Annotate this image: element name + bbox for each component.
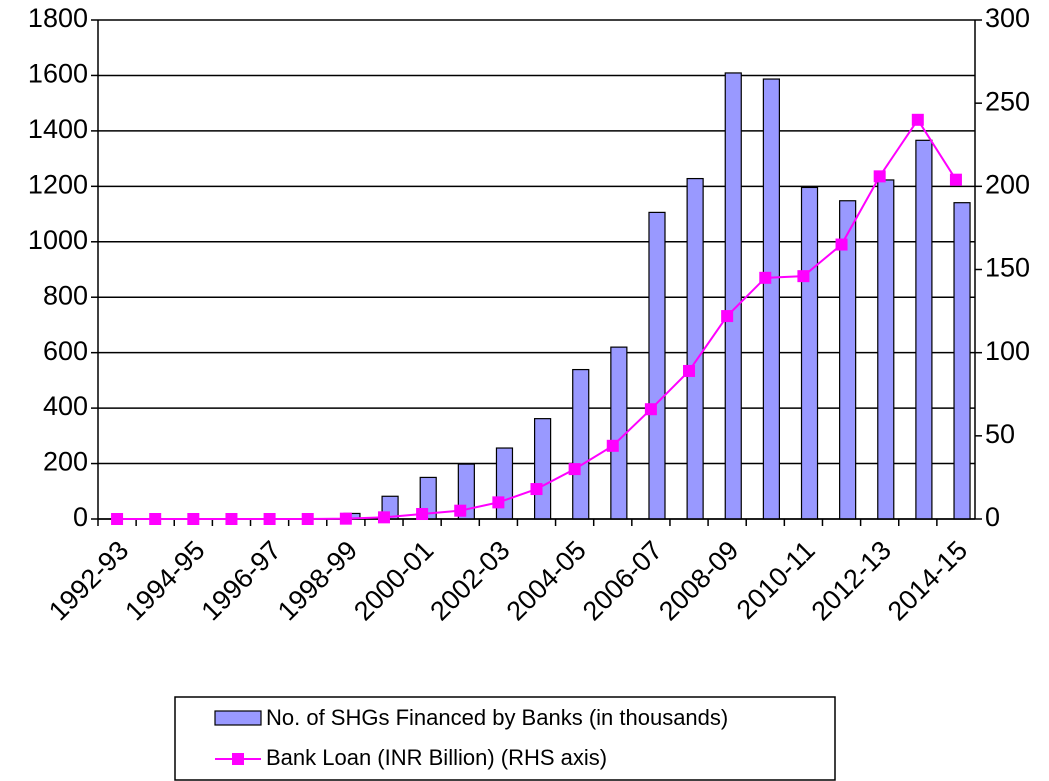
marker bbox=[644, 403, 657, 416]
y2-tick-label: 0 bbox=[985, 502, 1000, 532]
bar bbox=[572, 368, 590, 520]
bar bbox=[953, 202, 971, 520]
x-tick-label: 1996-97 bbox=[196, 535, 287, 626]
marker bbox=[416, 508, 429, 521]
marker bbox=[263, 513, 276, 525]
marker bbox=[911, 113, 924, 126]
marker bbox=[530, 483, 543, 496]
y-tick-label: 600 bbox=[43, 336, 88, 366]
y-tick-label: 1200 bbox=[28, 169, 88, 199]
x-tick-label: 1998-99 bbox=[272, 535, 363, 626]
x-tick-label: 2006-07 bbox=[577, 535, 668, 626]
marker bbox=[225, 513, 238, 525]
x-tick-label: 1994-95 bbox=[119, 535, 210, 626]
legend-label: Bank Loan (INR Billion) (RHS axis) bbox=[266, 745, 607, 770]
x-tick-label: 2002-03 bbox=[424, 535, 515, 626]
y-tick-label: 1400 bbox=[28, 114, 88, 144]
bar bbox=[762, 78, 780, 520]
y-tick-label: 400 bbox=[43, 391, 88, 421]
marker bbox=[835, 238, 848, 251]
marker bbox=[568, 463, 581, 476]
bar bbox=[610, 346, 628, 520]
x-tick-label: 2010-11 bbox=[731, 535, 821, 625]
marker bbox=[949, 173, 962, 186]
x-tick-label: 2014-15 bbox=[882, 535, 973, 626]
y2-tick-label: 150 bbox=[985, 253, 1030, 283]
legend-label: No. of SHGs Financed by Banks (in thousa… bbox=[266, 705, 728, 730]
legend-box bbox=[174, 696, 836, 781]
y2-tick-label: 200 bbox=[985, 169, 1030, 199]
y2-tick-label: 100 bbox=[985, 336, 1030, 366]
marker bbox=[797, 270, 810, 283]
x-tick-label: 2000-01 bbox=[348, 535, 439, 626]
marker bbox=[873, 170, 886, 183]
marker bbox=[759, 271, 772, 284]
bar bbox=[877, 179, 895, 520]
bar bbox=[800, 186, 819, 520]
x-tick-label: 2004-05 bbox=[501, 535, 592, 626]
bar bbox=[915, 139, 933, 520]
legend-marker bbox=[232, 753, 244, 765]
legend-swatch bbox=[214, 710, 262, 726]
y-tick-label: 0 bbox=[73, 502, 88, 532]
y-tick-label: 800 bbox=[43, 280, 88, 310]
marker bbox=[721, 310, 734, 323]
bar bbox=[724, 72, 742, 520]
marker bbox=[149, 513, 162, 525]
marker bbox=[492, 496, 505, 509]
marker bbox=[187, 513, 200, 525]
x-tick-label: 1992-93 bbox=[43, 535, 134, 626]
bar bbox=[533, 418, 552, 520]
y-tick-label: 1600 bbox=[28, 59, 88, 89]
marker bbox=[111, 513, 124, 525]
marker bbox=[606, 439, 619, 452]
marker bbox=[377, 511, 390, 524]
y-tick-label: 1000 bbox=[28, 225, 88, 255]
y-tick-label: 200 bbox=[43, 447, 88, 477]
y2-tick-label: 50 bbox=[985, 419, 1015, 449]
marker bbox=[454, 504, 467, 517]
y2-tick-label: 300 bbox=[985, 3, 1030, 33]
x-tick-label: 2008-09 bbox=[653, 535, 744, 626]
marker bbox=[301, 513, 314, 525]
marker bbox=[683, 364, 696, 377]
y2-tick-label: 250 bbox=[985, 86, 1030, 116]
marker bbox=[339, 512, 352, 525]
y-tick-label: 1800 bbox=[28, 3, 88, 33]
bar bbox=[686, 177, 704, 520]
x-tick-label: 2012-13 bbox=[806, 535, 897, 626]
bar bbox=[648, 211, 666, 520]
